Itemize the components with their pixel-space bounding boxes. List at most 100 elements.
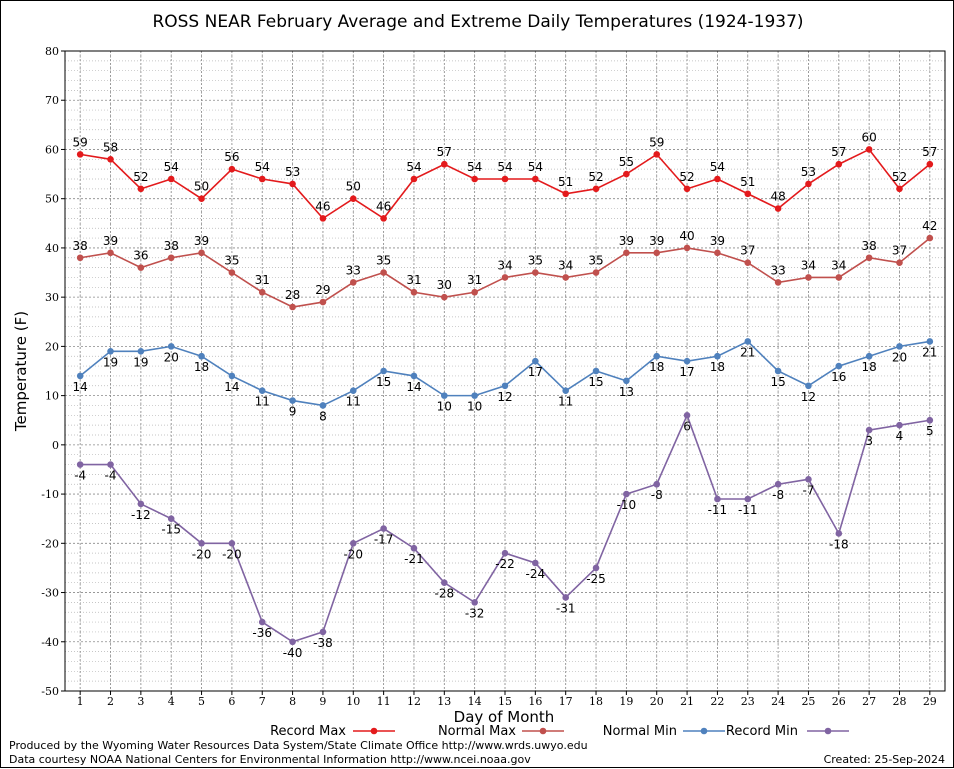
data-label-record-max: 58 [103,140,118,154]
data-label-record-min: -25 [586,572,606,586]
legend-marker [700,727,708,735]
y-axis-title: Temperature (F) [12,311,30,432]
data-point-record-min [319,628,327,636]
data-label-normal-min: 21 [740,345,755,359]
data-label-normal-max: 35 [376,254,391,268]
data-label-normal-max: 34 [831,258,846,272]
data-label-normal-min: 16 [831,370,846,384]
data-point-normal-min [501,382,509,390]
data-point-record-max [532,175,539,183]
x-tick-label: 1 [77,695,84,708]
data-label-normal-max: 33 [770,263,785,277]
data-point-normal-min [228,372,236,380]
data-label-normal-min: 17 [528,365,543,379]
data-point-record-max [228,165,236,173]
data-label-normal-min: 15 [588,375,603,389]
data-point-normal-max [137,264,145,271]
data-point-record-max [744,190,752,198]
y-tick-label: 70 [45,94,59,107]
data-label-record-max: 54 [164,160,179,174]
data-label-record-max: 56 [224,150,239,164]
data-label-record-min: -11 [708,503,728,517]
data-label-normal-max: 34 [558,258,573,272]
x-axis-title: Day of Month [454,708,555,726]
data-point-record-max [592,185,600,193]
data-label-normal-max: 38 [861,239,876,253]
data-point-record-min [926,416,934,424]
y-tick-label: 60 [45,143,59,156]
data-point-record-min [258,618,266,626]
data-label-record-max: 51 [558,175,573,189]
data-point-normal-max [167,254,175,262]
data-label-record-min: -10 [617,498,637,512]
data-point-record-min [228,540,236,547]
x-tick-label: 17 [559,695,573,708]
x-tick-label: 7 [259,695,266,708]
data-label-normal-min: 15 [376,375,391,389]
data-point-normal-min [653,352,661,360]
data-point-normal-min [137,348,145,355]
data-point-record-max [835,160,843,168]
data-label-normal-min: 18 [710,360,725,374]
data-label-normal-min: 11 [346,395,361,409]
x-tick-label: 15 [498,695,512,708]
data-label-record-max: 48 [770,190,785,204]
y-tick-label: 20 [45,340,59,353]
legend-label: Normal Min [603,724,677,739]
data-label-record-max: 50 [194,180,209,194]
data-point-normal-min [107,348,114,355]
data-point-record-min [441,579,448,586]
data-point-record-min [198,540,205,547]
data-point-normal-max [926,234,934,242]
data-point-record-max [198,195,205,202]
x-tick-label: 8 [289,695,296,708]
x-tick-label: 26 [832,695,846,708]
data-label-normal-max: 35 [224,254,239,268]
data-label-record-max: 52 [133,170,148,184]
x-tick-label: 10 [346,695,360,708]
data-point-normal-min [683,357,691,365]
data-point-normal-max [258,288,266,296]
x-tick-label: 23 [741,695,755,708]
legend-marker [370,727,378,735]
data-label-record-max: 53 [801,165,816,179]
data-point-record-min [774,480,782,488]
data-point-normal-max [107,249,114,257]
y-tick-label: -30 [41,587,59,600]
x-tick-label: 6 [228,695,235,708]
data-point-normal-min [865,352,873,360]
data-label-record-max: 59 [649,135,664,149]
data-label-record-min: -18 [829,537,849,551]
data-label-normal-min: 20 [164,350,179,364]
series-record-max: 59 58 52 54 50 56 54 53 46 50 46 54 57 54 54 54 51 52 55 59… [73,130,937,222]
data-point-record-min [289,638,296,646]
x-tick-label: 21 [680,695,694,708]
data-label-record-min: -21 [404,552,424,566]
data-point-normal-min [896,343,903,350]
data-point-record-max [774,205,782,212]
data-label-normal-max: 34 [801,258,816,272]
data-point-record-min [532,559,539,567]
data-label-record-min: -40 [283,646,303,660]
data-label-record-min: -24 [526,567,546,581]
data-point-normal-max [532,269,539,276]
data-point-normal-min [258,387,266,394]
data-point-normal-min [167,343,175,350]
data-point-normal-max [501,274,509,281]
x-tick-label: 3 [137,695,144,708]
x-tick-label: 9 [319,695,326,708]
data-label-normal-min: 14 [224,380,239,394]
data-label-record-max: 57 [922,145,937,159]
data-point-record-min [835,530,843,537]
data-label-record-max: 52 [679,170,694,184]
data-point-normal-min [623,377,630,385]
data-label-normal-max: 39 [194,234,209,248]
data-point-record-min [380,525,387,532]
data-point-normal-min [441,392,448,399]
data-point-record-min [805,476,812,483]
data-point-normal-min [744,338,752,345]
data-label-record-min: -28 [435,587,455,601]
data-label-normal-max: 31 [467,273,482,287]
